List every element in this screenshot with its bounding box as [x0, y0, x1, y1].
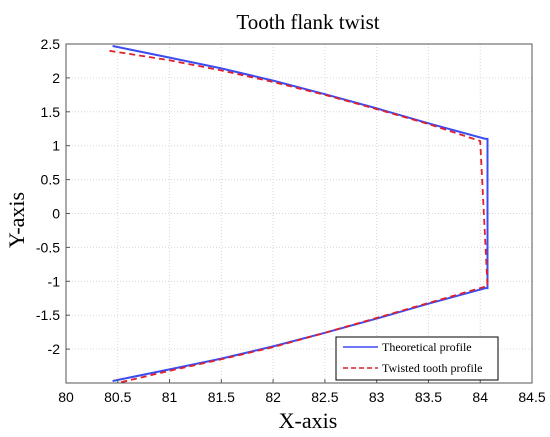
x-tick-label: 82: [265, 389, 281, 405]
grid: [65, 43, 533, 383]
y-tick-label: -2: [48, 341, 61, 357]
legend-entry-theoretical: Theoretical profile: [382, 340, 472, 354]
x-tick-label: 84: [472, 389, 488, 405]
legend-box: [335, 336, 499, 381]
chart-title: Tooth flank twist: [236, 10, 379, 34]
x-tick-label: 84.5: [518, 389, 545, 405]
y-tick-label: 2.5: [41, 36, 61, 52]
x-axis-label: X-axis: [279, 408, 338, 433]
y-tick-label: 0: [52, 206, 60, 222]
y-tick-label: 0.5: [41, 172, 61, 188]
y-axis-label: Y-axis: [4, 192, 29, 248]
series-line-twisted-tooth-profile: [109, 49, 489, 384]
legend: Theoretical profile Twisted tooth profil…: [335, 336, 499, 381]
y-tick-label: 1: [52, 138, 60, 154]
x-tick-label: 80: [58, 389, 74, 405]
legend-entry-twisted: Twisted tooth profile: [382, 361, 482, 375]
series-layer: [109, 45, 489, 384]
y-tick-label: 2: [52, 70, 60, 86]
y-tick-label: 1.5: [41, 104, 61, 120]
x-tick-label: 81: [162, 389, 178, 405]
x-tick-label: 82.5: [311, 389, 338, 405]
y-tick-label: -1.5: [36, 307, 60, 323]
ticks: 80 80.5 81 81.5 82 82.5 83 83.5 84 84.5 2.5 2 1.5 1 0.…: [36, 36, 546, 405]
x-tick-label: 80.5: [104, 389, 131, 405]
series-line-theoretical-profile: [112, 45, 489, 382]
y-tick-label: -1: [48, 273, 61, 289]
x-tick-label: 81.5: [208, 389, 235, 405]
x-tick-label: 83.5: [415, 389, 442, 405]
x-tick-label: 83: [369, 389, 385, 405]
y-tick-label: -0.5: [36, 239, 60, 255]
